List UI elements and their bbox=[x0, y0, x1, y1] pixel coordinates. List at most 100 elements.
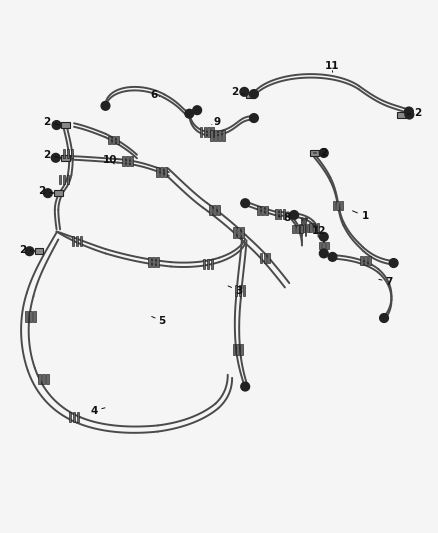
Circle shape bbox=[389, 259, 398, 268]
Bar bbox=[63, 149, 65, 158]
Bar bbox=[258, 206, 260, 215]
Bar bbox=[200, 127, 202, 138]
Bar bbox=[219, 130, 221, 141]
Bar bbox=[61, 122, 70, 128]
Bar bbox=[203, 259, 205, 269]
Bar bbox=[211, 130, 213, 141]
Bar bbox=[233, 344, 235, 354]
Text: 9: 9 bbox=[213, 117, 220, 126]
Circle shape bbox=[241, 382, 250, 391]
Bar bbox=[239, 285, 241, 296]
Bar bbox=[130, 157, 133, 166]
Bar bbox=[164, 167, 166, 177]
Bar bbox=[296, 224, 299, 233]
Bar bbox=[265, 206, 268, 215]
Text: 2: 2 bbox=[231, 87, 238, 97]
Bar bbox=[397, 111, 406, 118]
Circle shape bbox=[319, 149, 328, 157]
Text: 3: 3 bbox=[235, 286, 242, 295]
Bar bbox=[299, 224, 301, 232]
Circle shape bbox=[25, 247, 34, 256]
Bar bbox=[25, 311, 28, 322]
Bar bbox=[112, 135, 115, 144]
Bar bbox=[279, 209, 282, 219]
Bar bbox=[303, 224, 305, 232]
Bar bbox=[71, 149, 73, 158]
Bar bbox=[122, 157, 125, 166]
Circle shape bbox=[43, 189, 52, 198]
Bar bbox=[208, 127, 210, 138]
Bar bbox=[67, 175, 69, 183]
Bar bbox=[240, 344, 243, 354]
Bar bbox=[67, 149, 69, 158]
Circle shape bbox=[290, 211, 298, 220]
Bar bbox=[148, 257, 151, 267]
Bar bbox=[35, 248, 43, 254]
Bar bbox=[156, 167, 159, 177]
Bar bbox=[59, 175, 61, 183]
Bar bbox=[209, 205, 212, 215]
Bar bbox=[76, 236, 78, 246]
Bar bbox=[237, 344, 239, 354]
Bar bbox=[215, 130, 217, 141]
Bar bbox=[313, 223, 315, 231]
Bar bbox=[80, 236, 82, 246]
Text: 8: 8 bbox=[283, 214, 290, 223]
Circle shape bbox=[405, 107, 413, 116]
Bar bbox=[326, 241, 329, 249]
Circle shape bbox=[250, 90, 258, 99]
Circle shape bbox=[241, 199, 250, 207]
Bar bbox=[207, 259, 209, 269]
Bar bbox=[204, 127, 206, 138]
Bar bbox=[156, 257, 159, 267]
Circle shape bbox=[319, 232, 328, 241]
Bar bbox=[213, 205, 216, 215]
Bar bbox=[360, 256, 363, 265]
Bar bbox=[336, 201, 339, 210]
Bar bbox=[116, 135, 119, 144]
Circle shape bbox=[380, 313, 389, 322]
Bar bbox=[29, 311, 32, 322]
Text: 2: 2 bbox=[414, 108, 421, 118]
Text: 5: 5 bbox=[159, 316, 166, 326]
Circle shape bbox=[101, 101, 110, 110]
Bar bbox=[237, 227, 240, 238]
Bar bbox=[283, 209, 286, 219]
Bar bbox=[108, 135, 111, 144]
Bar bbox=[77, 412, 79, 422]
Circle shape bbox=[51, 154, 60, 162]
Text: 11: 11 bbox=[325, 61, 340, 71]
Circle shape bbox=[240, 87, 249, 96]
Bar bbox=[33, 311, 35, 322]
Text: 4: 4 bbox=[91, 406, 98, 416]
Bar bbox=[126, 157, 129, 166]
Bar bbox=[46, 374, 49, 384]
Bar bbox=[318, 241, 321, 249]
Bar bbox=[261, 206, 264, 215]
Text: 2: 2 bbox=[43, 117, 50, 127]
Bar bbox=[246, 92, 255, 98]
Bar bbox=[211, 259, 213, 269]
Circle shape bbox=[319, 249, 328, 258]
Bar bbox=[241, 227, 244, 238]
Bar bbox=[300, 224, 303, 233]
Bar bbox=[72, 236, 74, 246]
Text: 6: 6 bbox=[150, 90, 157, 100]
Bar bbox=[317, 223, 319, 231]
Text: 2: 2 bbox=[43, 150, 50, 160]
Circle shape bbox=[52, 120, 61, 130]
Text: 2: 2 bbox=[320, 148, 328, 158]
Bar bbox=[292, 224, 295, 233]
Bar bbox=[61, 155, 70, 161]
Circle shape bbox=[405, 110, 414, 119]
Text: 10: 10 bbox=[102, 155, 117, 165]
Bar bbox=[268, 253, 270, 263]
Bar bbox=[260, 253, 262, 263]
Bar bbox=[217, 205, 220, 215]
Bar bbox=[264, 253, 266, 263]
Text: 7: 7 bbox=[385, 277, 393, 287]
Circle shape bbox=[185, 109, 194, 118]
Bar bbox=[275, 209, 278, 219]
Bar bbox=[152, 257, 155, 267]
Bar bbox=[307, 224, 309, 232]
